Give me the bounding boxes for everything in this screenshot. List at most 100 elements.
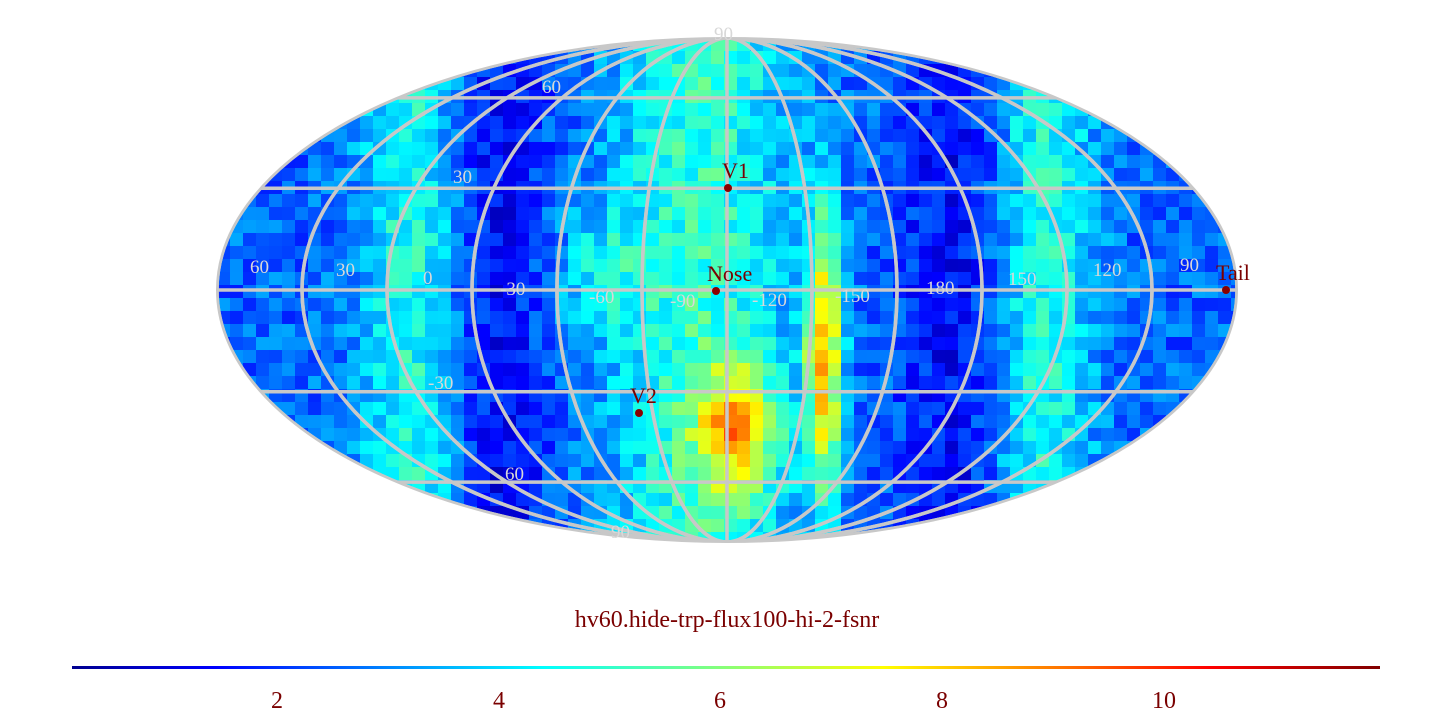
- flux-pixel: [880, 298, 894, 312]
- flux-pixel: [464, 376, 478, 390]
- flux-pixel: [867, 64, 881, 78]
- flux-pixel: [1114, 402, 1128, 416]
- flux-pixel: [698, 272, 712, 286]
- flux-pixel: [932, 246, 946, 260]
- flux-pixel: [607, 142, 621, 156]
- flux-pixel: [1166, 220, 1180, 234]
- flux-pixel: [529, 324, 543, 338]
- flux-pixel: [1088, 428, 1102, 442]
- flux-pixel: [1114, 428, 1128, 442]
- flux-pixel: [412, 467, 426, 481]
- flux-pixel: [269, 272, 283, 286]
- flux-pixel: [412, 220, 426, 234]
- flux-pixel: [1023, 142, 1037, 156]
- flux-pixel: [945, 337, 959, 351]
- flux-pixel: [243, 233, 257, 247]
- flux-pixel: [971, 155, 985, 169]
- flux-pixel: [1036, 77, 1050, 91]
- flux-pixel: [399, 428, 413, 442]
- flux-pixel: [1192, 207, 1206, 221]
- flux-pixel: [529, 402, 543, 416]
- flux-pixel: [802, 402, 816, 416]
- flux-pixel: [1075, 402, 1089, 416]
- flux-pixel: [451, 324, 465, 338]
- flux-pixel: [594, 220, 608, 234]
- flux-pixel: [399, 285, 413, 299]
- flux-pixel: [763, 259, 777, 273]
- flux-pixel: [1192, 402, 1206, 416]
- flux-pixel: [763, 350, 777, 364]
- flux-pixel: [243, 311, 257, 325]
- flux-pixel: [711, 246, 725, 260]
- flux-pixel: [607, 168, 621, 182]
- flux-pixel: [945, 77, 959, 91]
- lon-label-neg30: -30: [500, 279, 525, 300]
- flux-pixel: [464, 194, 478, 208]
- flux-pixel: [1192, 233, 1206, 247]
- flux-pixel: [620, 311, 634, 325]
- flux-pixel: [1010, 324, 1024, 338]
- flux-pixel: [1114, 415, 1128, 429]
- flux-pixel: [620, 428, 634, 442]
- flux-pixel: [438, 272, 452, 286]
- flux-pixel: [334, 415, 348, 429]
- flux-pixel: [750, 77, 764, 91]
- flux-pixel: [256, 220, 270, 234]
- flux-pixel: [295, 337, 309, 351]
- flux-pixel: [880, 129, 894, 143]
- flux-pixel: [321, 415, 335, 429]
- flux-pixel: [776, 493, 790, 507]
- flux-pixel: [750, 441, 764, 455]
- flux-pixel: [1101, 428, 1115, 442]
- flux-pixel: [412, 155, 426, 169]
- flux-pixel: [633, 441, 647, 455]
- flux-pixel: [594, 246, 608, 260]
- flux-pixel: [906, 272, 920, 286]
- flux-pixel: [646, 324, 660, 338]
- flux-pixel: [425, 116, 439, 130]
- flux-pixel: [1101, 285, 1115, 299]
- flux-pixel: [464, 350, 478, 364]
- flux-pixel: [1114, 155, 1128, 169]
- flux-pixel: [867, 233, 881, 247]
- flux-pixel: [841, 272, 855, 286]
- flux-pixel: [646, 103, 660, 117]
- flux-pixel: [815, 428, 829, 442]
- flux-pixel: [438, 220, 452, 234]
- flux-pixel: [1075, 129, 1089, 143]
- flux-pixel: [555, 168, 569, 182]
- flux-pixel: [594, 298, 608, 312]
- flux-pixel: [321, 311, 335, 325]
- flux-pixel: [1036, 168, 1050, 182]
- flux-pixel: [1088, 363, 1102, 377]
- flux-pixel: [516, 376, 530, 390]
- flux-pixel: [607, 311, 621, 325]
- flux-pixel: [932, 207, 946, 221]
- flux-pixel: [451, 155, 465, 169]
- flux-pixel: [841, 168, 855, 182]
- flux-pixel: [854, 402, 868, 416]
- flux-pixel: [1127, 285, 1141, 299]
- flux-pixel: [529, 259, 543, 273]
- flux-pixel: [932, 441, 946, 455]
- flux-pixel: [711, 311, 725, 325]
- flux-pixel: [1036, 246, 1050, 260]
- flux-pixel: [347, 415, 361, 429]
- flux-pixel: [685, 103, 699, 117]
- flux-pixel: [776, 233, 790, 247]
- flux-pixel: [529, 415, 543, 429]
- flux-pixel: [828, 142, 842, 156]
- flux-pixel: [1218, 194, 1232, 208]
- flux-pixel: [789, 207, 803, 221]
- flux-pixel: [997, 467, 1011, 481]
- flux-pixel: [763, 194, 777, 208]
- flux-pixel: [347, 324, 361, 338]
- flux-pixel: [958, 350, 972, 364]
- flux-pixel: [503, 233, 517, 247]
- flux-pixel: [230, 272, 244, 286]
- flux-pixel: [763, 337, 777, 351]
- flux-pixel: [880, 168, 894, 182]
- flux-pixel: [685, 337, 699, 351]
- flux-pixel: [412, 142, 426, 156]
- flux-pixel: [373, 116, 387, 130]
